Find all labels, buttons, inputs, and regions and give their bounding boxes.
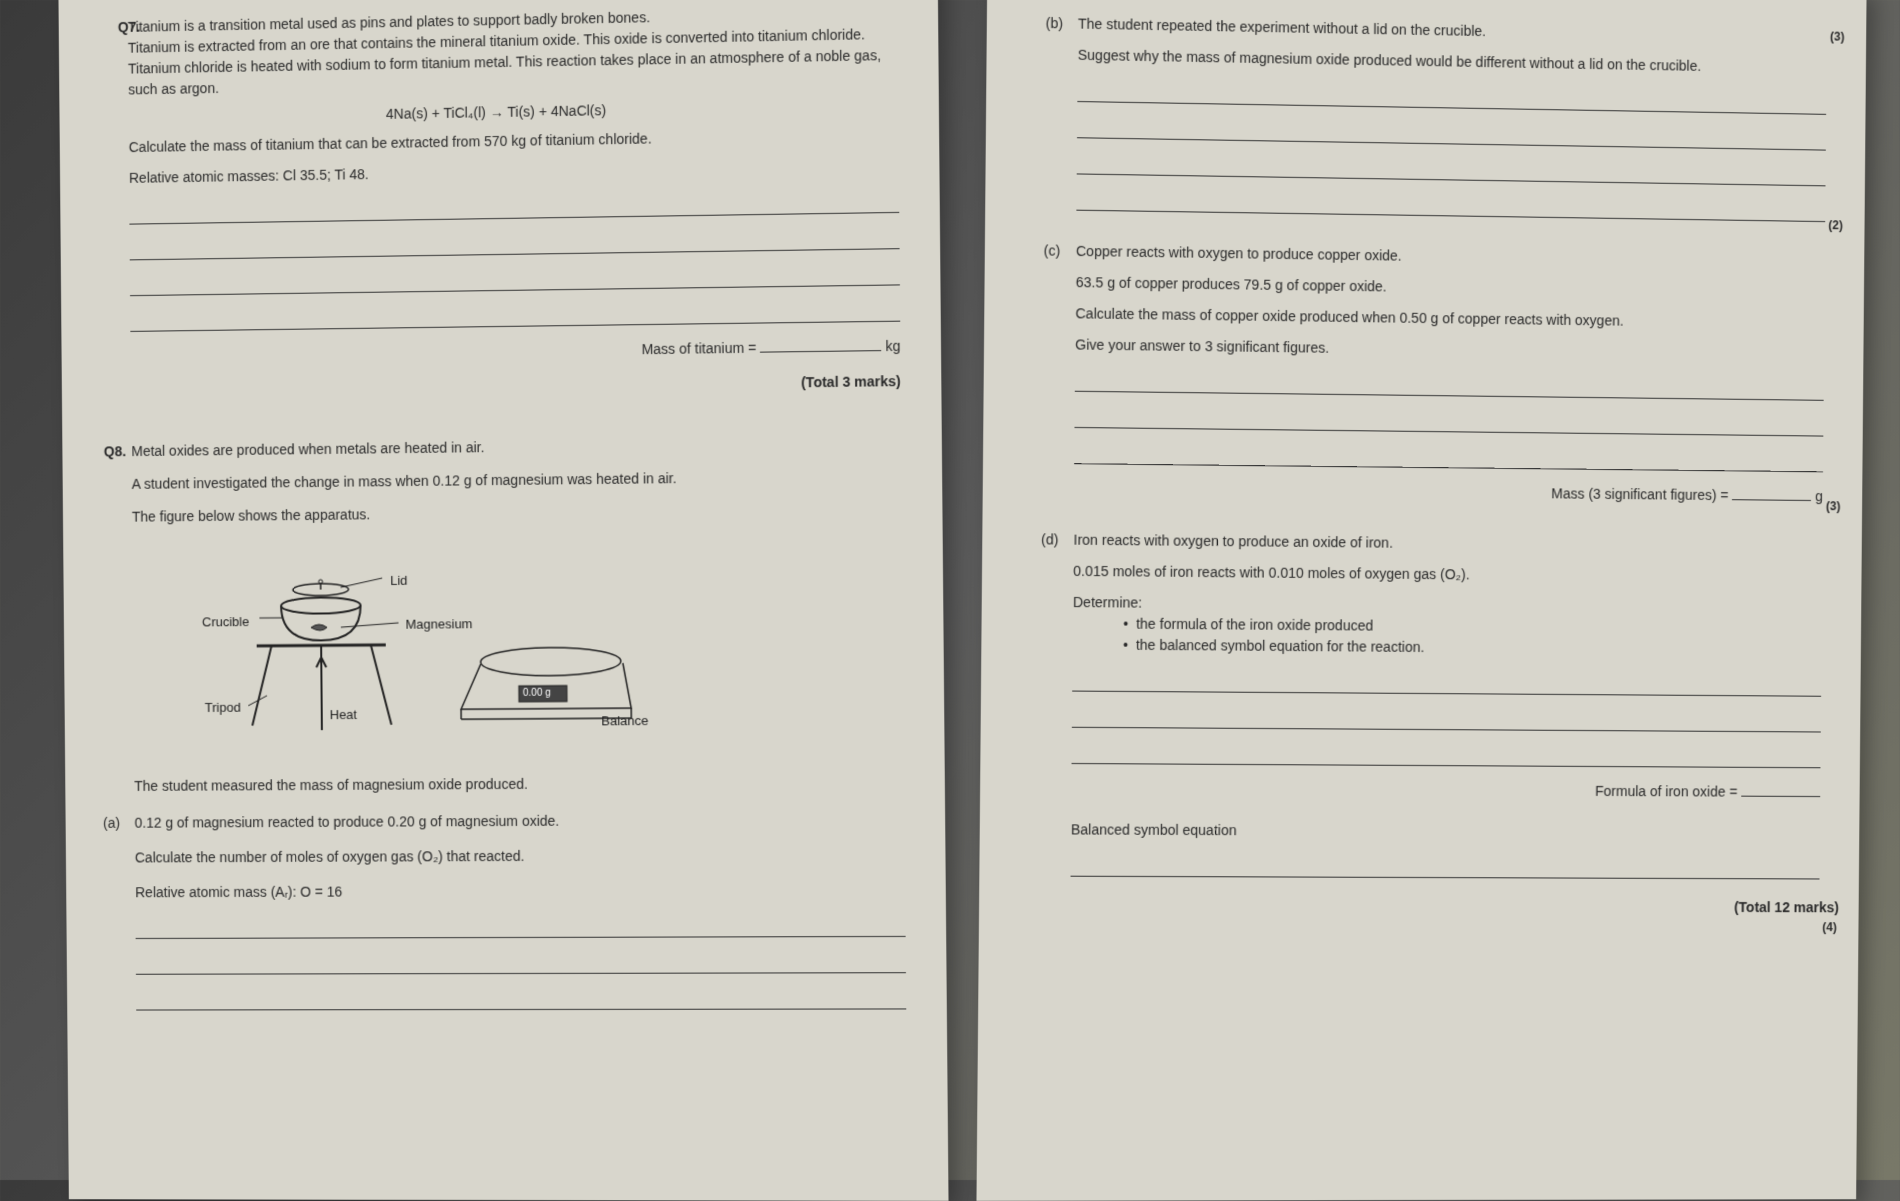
d-label: (d) <box>1041 529 1059 550</box>
answer-line <box>1076 185 1825 223</box>
mass-label: Mass of titanium = <box>642 340 757 358</box>
d-text2: 0.015 moles of iron reacts with 0.010 mo… <box>1073 561 1822 589</box>
b-text2: Suggest why the mass of magnesium oxide … <box>1078 45 1827 79</box>
c-ans-marks: (3) <box>1826 497 1841 515</box>
q7-equation: 4Na(s) + TiCl₄(l) → Ti(s) + 4NaCl(s) <box>99 95 899 130</box>
d-bullet1-text: the formula of the iron oxide produced <box>1136 616 1373 634</box>
c-label: (c) <box>1044 240 1061 261</box>
answer-line <box>136 983 906 1010</box>
answer-line <box>1074 402 1823 437</box>
c-text1: Copper reacts with oxygen to produce cop… <box>1076 241 1825 273</box>
q8a-label: (a) <box>103 813 120 834</box>
answer-line <box>135 911 905 939</box>
c-marks: (2) <box>1828 216 1843 234</box>
q7-block: Q7. Titanium is a transition metal used … <box>98 2 901 401</box>
c-mass-answer: Mass (3 significant figures) = g <box>1074 478 1823 507</box>
part-c: (c) (2) Copper reacts with oxygen to pro… <box>1043 240 1824 507</box>
blank <box>1732 486 1811 501</box>
answer-line <box>1077 112 1826 151</box>
q8-number: Q8. <box>104 441 126 462</box>
b-label: (b) <box>1046 13 1064 34</box>
left-page: Q7. Titanium is a transition metal used … <box>58 0 948 1201</box>
b-text1-span: The student repeated the experiment with… <box>1078 16 1486 40</box>
b-text1: The student repeated the experiment with… <box>1078 13 1827 48</box>
kg-unit: kg <box>885 338 900 354</box>
fig-lid-label: Lid <box>390 571 407 591</box>
d-marks: (4) <box>1822 918 1837 936</box>
apparatus-figure: Lid Magnesium Crucible Tripod Heat Balan… <box>162 542 722 756</box>
q7-intro2: Titanium is extracted from an ore that c… <box>128 24 898 101</box>
d-bullet2: • the balanced symbol equation for the r… <box>1123 635 1822 661</box>
q7-number: Q7. <box>118 17 140 38</box>
fig-balance-label: Balance <box>601 711 648 731</box>
c-text4: Give your answer to 3 significant figure… <box>1075 334 1824 365</box>
answer-line <box>1075 366 1824 401</box>
blank <box>760 337 881 353</box>
q7-mass-answer: Mass of titanium = kg <box>130 336 900 367</box>
d-formula-label: Formula of iron oxide = <box>1595 783 1737 800</box>
answer-line <box>130 295 900 331</box>
answer-line <box>130 223 900 260</box>
fig-display: 0.00 g <box>523 686 551 701</box>
part-b: (b) (3) The student repeated the experim… <box>1046 13 1827 222</box>
blank <box>1741 783 1820 797</box>
fig-magnesium-label: Magnesium <box>405 614 472 634</box>
q8a-text1: 0.12 g of magnesium reacted to produce 0… <box>135 809 905 834</box>
b-marks: (3) <box>1830 28 1845 46</box>
c-unit: g <box>1815 488 1823 504</box>
fig-heat-label: Heat <box>330 705 357 725</box>
answer-line <box>1072 702 1821 733</box>
answer-line <box>1074 438 1823 472</box>
c-mass-label: Mass (3 significant figures) = <box>1551 485 1728 503</box>
q8a-part: (a) 0.12 g of magnesium reacted to produ… <box>105 809 906 1011</box>
c-text2: 63.5 g of copper produces 79.5 g of copp… <box>1076 272 1825 303</box>
d-text1: Iron reacts with oxygen to produce an ox… <box>1073 530 1822 558</box>
answer-line <box>1077 148 1826 186</box>
q8-block: Q8. Metal oxides are produced when metal… <box>102 432 907 1010</box>
answer-line <box>1072 738 1821 768</box>
q8-intro3: The figure below shows the apparatus. <box>132 499 902 528</box>
q7-masses: Relative atomic masses: Cl 35.5; Ti 48. <box>129 156 899 189</box>
c-text3: Calculate the mass of copper oxide produ… <box>1075 303 1824 334</box>
q8-intro2: A student investigated the change in mas… <box>132 466 902 495</box>
fig-crucible-label: Crucible <box>202 612 249 632</box>
answer-line <box>136 947 906 975</box>
d-formula-answer: Formula of iron oxide = <box>1071 778 1820 803</box>
answer-line <box>1077 76 1826 115</box>
q7-calc: Calculate the mass of titanium that can … <box>129 124 899 158</box>
q8a-text3: Relative atomic mass (Aᵣ): O = 16 <box>135 880 905 904</box>
d-eqn-label: Balanced symbol equation <box>1071 819 1820 843</box>
q7-total: (Total 3 marks) <box>131 371 901 401</box>
d-bullet2-text: the balanced symbol equation for the rea… <box>1136 637 1425 655</box>
answer-line <box>1072 665 1821 696</box>
right-page: (b) (3) The student repeated the experim… <box>976 0 1866 1201</box>
q8-measured: The student measured the mass of magnesi… <box>134 772 904 797</box>
d-total: (Total 12 marks) <box>1101 895 1840 918</box>
answer-line <box>1071 851 1820 880</box>
answer-line <box>130 259 900 296</box>
q8a-text2: Calculate the number of moles of oxygen … <box>135 844 905 868</box>
fig-tripod-label: Tripod <box>205 698 241 718</box>
part-d: (d) Iron reacts with oxygen to produce a… <box>1040 529 1823 918</box>
q8-intro1: Metal oxides are produced when metals ar… <box>131 432 901 462</box>
answer-line <box>129 187 899 225</box>
